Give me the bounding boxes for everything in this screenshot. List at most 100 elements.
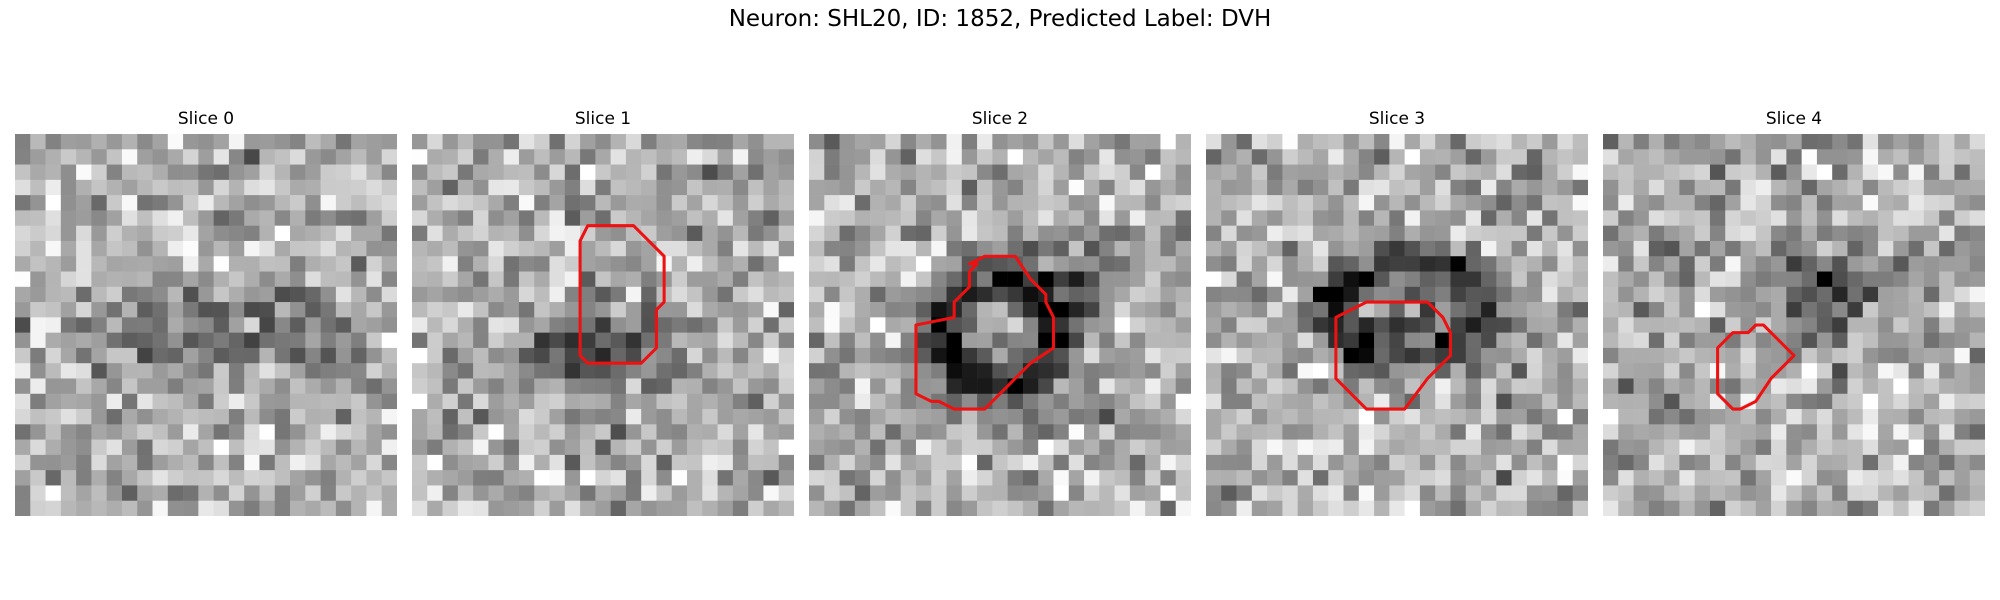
pixel	[244, 363, 260, 379]
pixel	[1741, 256, 1757, 272]
pixel	[1130, 195, 1146, 211]
pixel	[580, 424, 596, 440]
pixel	[1893, 409, 1909, 425]
pixel	[1512, 363, 1528, 379]
pixel	[168, 287, 184, 303]
pixel	[1282, 317, 1298, 333]
pixel	[1450, 501, 1466, 516]
pixel	[1802, 470, 1818, 486]
pixel	[30, 348, 46, 364]
pixel	[366, 210, 382, 226]
pixel	[1603, 470, 1619, 486]
pixel	[1603, 363, 1619, 379]
pixel	[1099, 134, 1115, 150]
pixel	[382, 348, 397, 364]
pixel	[687, 424, 703, 440]
pixel	[1145, 485, 1161, 501]
pixel	[870, 440, 886, 456]
pixel	[1344, 440, 1360, 456]
pixel	[1924, 485, 1940, 501]
pixel	[1328, 241, 1344, 257]
pixel	[779, 455, 794, 471]
pixel	[565, 241, 581, 257]
pixel	[15, 180, 31, 196]
pixel	[1710, 394, 1726, 410]
pixel	[1130, 210, 1146, 226]
pixel	[1099, 333, 1115, 349]
pixel	[840, 241, 856, 257]
pixel	[1496, 180, 1512, 196]
pixel	[1893, 210, 1909, 226]
pixel	[1298, 149, 1314, 165]
pixel	[1618, 440, 1634, 456]
pixel	[1176, 302, 1191, 318]
pixel	[947, 165, 963, 181]
pixel	[855, 470, 871, 486]
pixel	[321, 394, 337, 410]
pixel	[1542, 363, 1558, 379]
pixel	[321, 180, 337, 196]
pixel	[1435, 226, 1451, 242]
pixel	[733, 272, 749, 288]
pixel	[259, 226, 275, 242]
pixel	[1084, 409, 1100, 425]
pixel	[183, 165, 199, 181]
pixel	[550, 241, 566, 257]
pixel	[1847, 440, 1863, 456]
pixel	[809, 501, 825, 516]
pixel	[1053, 333, 1069, 349]
pixel	[1847, 409, 1863, 425]
pixel	[534, 134, 550, 150]
pixel	[534, 378, 550, 394]
pixel	[1115, 287, 1131, 303]
pixel	[1298, 272, 1314, 288]
pixel	[672, 455, 688, 471]
pixel	[565, 485, 581, 501]
pixel	[1267, 149, 1283, 165]
pixel	[229, 501, 245, 516]
pixel	[779, 272, 794, 288]
pixel	[1160, 317, 1176, 333]
pixel	[626, 256, 642, 272]
pixel	[1374, 226, 1390, 242]
pixel	[1267, 485, 1283, 501]
pixel	[1527, 195, 1543, 211]
pixel	[244, 470, 260, 486]
pixel	[1847, 394, 1863, 410]
pixel	[1557, 165, 1573, 181]
pixel	[519, 348, 535, 364]
pixel	[550, 272, 566, 288]
pixel	[519, 470, 535, 486]
pixel	[901, 195, 917, 211]
pixel	[1405, 149, 1421, 165]
pixel	[229, 302, 245, 318]
pixel	[1741, 424, 1757, 440]
pixel	[550, 287, 566, 303]
pixel	[1313, 195, 1329, 211]
pixel	[458, 424, 474, 440]
pixel	[1405, 256, 1421, 272]
pixel	[870, 424, 886, 440]
pixel	[1832, 210, 1848, 226]
pixel	[1817, 180, 1833, 196]
pixel	[1282, 210, 1298, 226]
pixel	[1679, 440, 1695, 456]
pixel	[992, 134, 1008, 150]
pixel	[718, 363, 734, 379]
pixel	[824, 333, 840, 349]
pixel	[687, 394, 703, 410]
pixel	[488, 317, 504, 333]
pixel	[1695, 134, 1711, 150]
pixel	[1573, 333, 1588, 349]
pixel	[275, 195, 291, 211]
pixel	[1725, 210, 1741, 226]
pixel	[1374, 302, 1390, 318]
pixel	[1023, 165, 1039, 181]
pixel	[1786, 210, 1802, 226]
pixel	[305, 501, 321, 516]
pixel	[641, 394, 657, 410]
pixel	[183, 378, 199, 394]
pixel	[1847, 272, 1863, 288]
pixel	[504, 424, 520, 440]
pixel	[1389, 272, 1405, 288]
